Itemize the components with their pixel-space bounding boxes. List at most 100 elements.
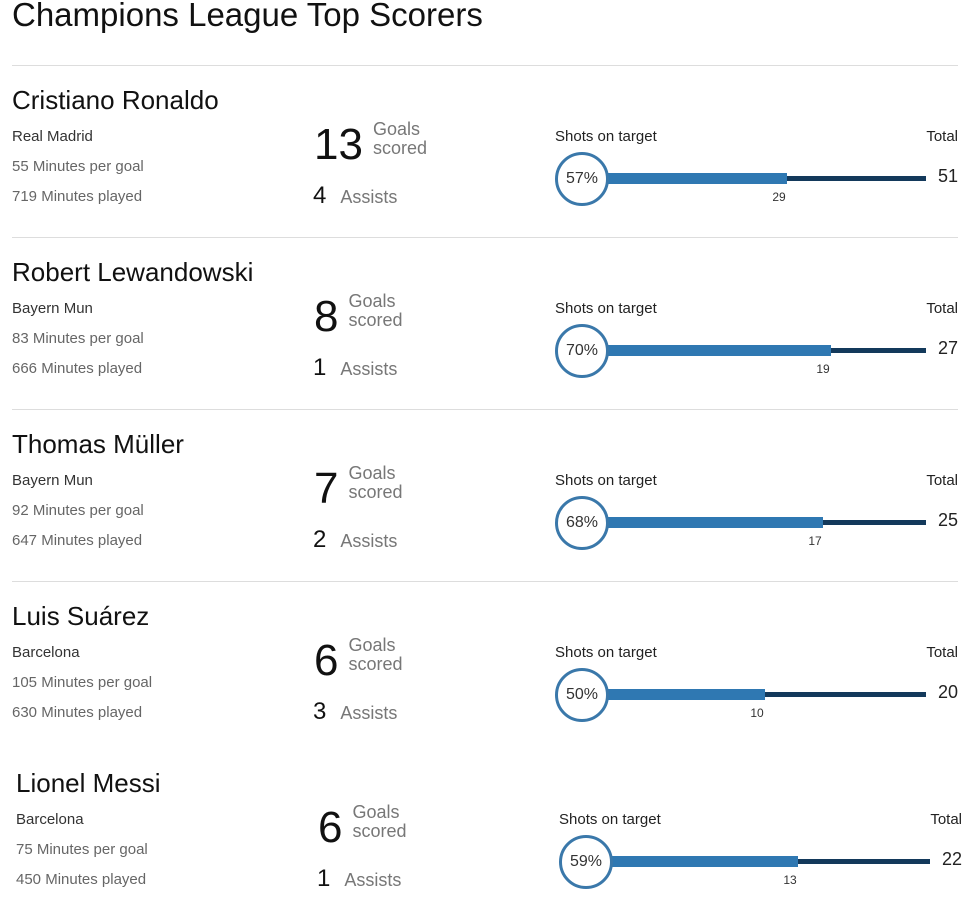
minutes-per-goal-label: Minutes per goal	[32, 158, 144, 175]
minutes-per-goal-value: 92	[12, 502, 29, 519]
minutes-played-label: Minutes played	[41, 532, 143, 549]
assists-value: 2	[313, 526, 327, 553]
assists-label: Assists	[340, 703, 398, 723]
assists-stat: 2 Assists	[313, 526, 397, 554]
minutes-per-goal-value: 105	[12, 674, 38, 691]
shots-on-target-bar	[604, 345, 831, 356]
player-name: Thomas Müller	[12, 429, 184, 459]
goals-label: Goals scored	[348, 635, 403, 674]
minutes-per-goal: 55 Minutes per goal	[12, 158, 144, 175]
shots-on-target-label: Shots on target	[555, 300, 657, 317]
total-shots-value: 27	[937, 338, 958, 358]
total-shots-value: 22	[941, 849, 962, 869]
accuracy-circle: 59%	[559, 835, 613, 889]
minutes-played: 647 Minutes played	[12, 532, 142, 549]
minutes-played: 630 Minutes played	[12, 704, 142, 721]
accuracy-circle: 57%	[555, 152, 609, 206]
divider	[12, 581, 958, 582]
total-label: Total	[926, 472, 958, 489]
assists-label: Assists	[344, 870, 402, 890]
player-name: Luis Suárez	[12, 601, 150, 631]
accuracy-circle: 50%	[555, 668, 609, 722]
assists-value: 3	[313, 698, 327, 725]
goals-label: Goals scored	[372, 119, 427, 158]
minutes-played-value: 719	[12, 188, 38, 205]
goals-stat: 13 Goals scored	[314, 119, 433, 169]
minutes-per-goal-value: 83	[12, 330, 29, 347]
minutes-per-goal: 92 Minutes per goal	[12, 502, 144, 519]
minutes-played-label: Minutes played	[45, 871, 147, 888]
goals-value: 7	[314, 464, 339, 513]
total-label: Total	[930, 811, 962, 828]
assists-label: Assists	[340, 359, 398, 379]
team-name: Bayern Mun	[12, 472, 93, 489]
player-name: Cristiano Ronaldo	[12, 85, 219, 115]
assists-label: Assists	[340, 187, 398, 207]
scorer-card: Robert Lewandowski Bayern Mun 83 Minutes…	[0, 237, 980, 409]
minutes-per-goal: 75 Minutes per goal	[16, 841, 148, 858]
shots-on-target-label: Shots on target	[559, 811, 661, 828]
goals-stat: 6 Goals scored	[314, 635, 408, 685]
minutes-played: 450 Minutes played	[16, 871, 146, 888]
shots-on-target-value: 10	[750, 706, 764, 720]
total-shots-bar	[604, 692, 926, 697]
assists-stat: 1 Assists	[313, 354, 397, 382]
total-label: Total	[926, 128, 958, 145]
scorer-card: Luis Suárez Barcelona 105 Minutes per go…	[0, 581, 980, 753]
shots-on-target-value: 17	[808, 534, 822, 548]
assists-stat: 1 Assists	[317, 865, 401, 893]
minutes-per-goal-label: Minutes per goal	[41, 674, 153, 691]
minutes-played-label: Minutes played	[41, 360, 143, 377]
shots-on-target-label: Shots on target	[555, 472, 657, 489]
goals-value: 8	[314, 292, 339, 341]
shots-on-target-label: Shots on target	[555, 644, 657, 661]
minutes-per-goal: 83 Minutes per goal	[12, 330, 144, 347]
goals-value: 6	[318, 803, 343, 852]
shots-on-target-bar	[604, 689, 765, 700]
minutes-played-label: Minutes played	[41, 188, 143, 205]
team-name: Barcelona	[12, 644, 80, 661]
page-title: Champions League Top Scorers	[12, 0, 483, 33]
goals-value: 13	[314, 120, 363, 169]
goals-value: 6	[314, 636, 339, 685]
goals-stat: 7 Goals scored	[314, 463, 408, 513]
minutes-per-goal-label: Minutes per goal	[36, 841, 148, 858]
player-name: Robert Lewandowski	[12, 257, 254, 287]
goals-label: Goals scored	[348, 291, 403, 330]
shots-on-target-value: 13	[783, 873, 797, 887]
total-shots-value: 51	[937, 166, 958, 186]
goals-stat: 8 Goals scored	[314, 291, 408, 341]
minutes-played-value: 630	[12, 704, 38, 721]
minutes-per-goal-label: Minutes per goal	[32, 502, 144, 519]
accuracy-circle: 70%	[555, 324, 609, 378]
total-shots-value: 20	[937, 682, 958, 702]
total-label: Total	[926, 644, 958, 661]
shots-on-target-label: Shots on target	[555, 128, 657, 145]
goals-label: Goals scored	[348, 463, 403, 502]
scorer-card: Thomas Müller Bayern Mun 92 Minutes per …	[0, 409, 980, 581]
minutes-played-value: 450	[16, 871, 42, 888]
shots-on-target-value: 19	[816, 362, 830, 376]
scorer-card: Cristiano Ronaldo Real Madrid 55 Minutes…	[0, 65, 980, 237]
team-name: Bayern Mun	[12, 300, 93, 317]
minutes-played: 666 Minutes played	[12, 360, 142, 377]
goals-label: Goals scored	[352, 802, 407, 841]
assists-label: Assists	[340, 531, 398, 551]
assists-stat: 3 Assists	[313, 698, 397, 726]
minutes-played-label: Minutes played	[41, 704, 143, 721]
divider	[12, 409, 958, 410]
assists-stat: 4 Assists	[313, 182, 397, 210]
assists-value: 1	[317, 865, 331, 892]
minutes-per-goal-label: Minutes per goal	[32, 330, 144, 347]
accuracy-circle: 68%	[555, 496, 609, 550]
divider	[12, 65, 958, 66]
team-name: Real Madrid	[12, 128, 93, 145]
minutes-played-value: 666	[12, 360, 38, 377]
shots-on-target-bar	[604, 517, 823, 528]
assists-value: 1	[313, 354, 327, 381]
shots-on-target-bar	[604, 173, 787, 184]
minutes-per-goal: 105 Minutes per goal	[12, 674, 152, 691]
scorer-card: Lionel Messi Barcelona 75 Minutes per go…	[4, 748, 980, 920]
minutes-per-goal-value: 75	[16, 841, 33, 858]
minutes-played: 719 Minutes played	[12, 188, 142, 205]
